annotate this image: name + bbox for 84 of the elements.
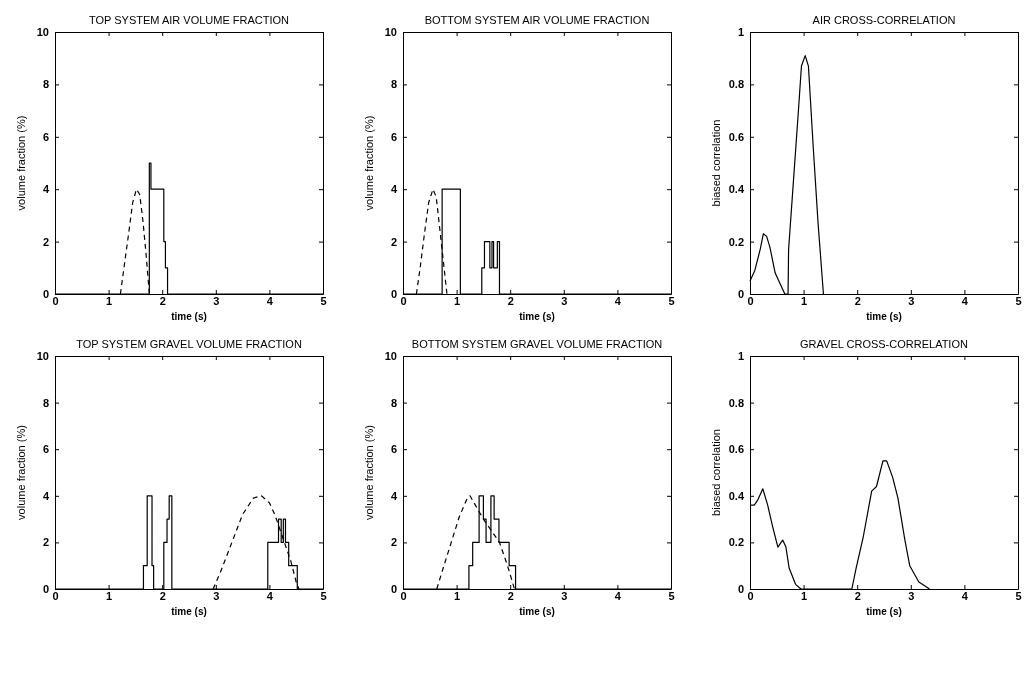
y-tick-label: 0.2 <box>728 235 744 248</box>
chart-title: TOP SYSTEM GRAVEL VOLUME FRACTION <box>76 338 302 350</box>
y-tick-label: 6 <box>42 130 49 143</box>
x-tick-label: 5 <box>320 294 327 307</box>
x-tick-label: 1 <box>801 294 808 307</box>
x-axis-title: time (s) <box>866 311 902 322</box>
x-axis-title: time (s) <box>519 606 555 617</box>
x-tick-label: 1 <box>454 294 461 307</box>
x-tick-label: 0 <box>52 294 59 307</box>
x-tick-label: 0 <box>747 294 754 307</box>
x-tick-label: 0 <box>400 294 407 307</box>
chart-title: BOTTOM SYSTEM GRAVEL VOLUME FRACTION <box>411 338 663 350</box>
y-tick-label: 0.2 <box>728 536 744 549</box>
y-tick-label: 10 <box>384 26 397 39</box>
y-tick-label: 8 <box>390 396 397 409</box>
x-tick-label: 4 <box>961 589 969 602</box>
y-tick-label: 1 <box>737 26 744 39</box>
y-tick-label: 10 <box>384 350 397 363</box>
y-axis-title: volume fraction (%) <box>15 425 27 520</box>
x-tick-label: 4 <box>266 294 274 307</box>
y-tick-label: 0.8 <box>728 78 744 91</box>
x-tick-label: 4 <box>961 294 969 307</box>
x-tick-label: 3 <box>908 294 915 307</box>
x-tick-label: 0 <box>747 589 754 602</box>
y-tick-label: 2 <box>390 235 397 248</box>
x-axis-title: time (s) <box>866 606 902 617</box>
y-tick-label: 0.4 <box>728 489 745 502</box>
y-axis-title: biased correlation <box>710 429 722 516</box>
y-tick-label: 6 <box>390 130 397 143</box>
x-tick-label: 0 <box>400 589 407 602</box>
y-tick-label: 4 <box>390 183 398 196</box>
x-tick-label: 1 <box>801 589 808 602</box>
y-axis-title: biased correlation <box>710 119 722 207</box>
x-tick-label: 2 <box>507 294 514 307</box>
y-tick-label: 10 <box>36 350 49 363</box>
y-tick-label: 6 <box>390 443 397 456</box>
x-tick-label: 1 <box>106 589 113 602</box>
chart-title: GRAVEL CROSS-CORRELATION <box>800 338 968 350</box>
x-tick-label: 0 <box>52 589 59 602</box>
x-tick-label: 2 <box>159 294 166 307</box>
x-tick-label: 3 <box>561 294 568 307</box>
y-tick-label: 2 <box>390 536 397 549</box>
y-tick-label: 8 <box>42 78 49 91</box>
x-axis-title: time (s) <box>171 606 207 617</box>
x-tick-label: 2 <box>507 589 514 602</box>
y-tick-label: 10 <box>36 26 49 39</box>
x-tick-label: 5 <box>1015 589 1022 602</box>
y-tick-label: 0.8 <box>728 396 744 409</box>
y-axis-title: volume fraction (%) <box>363 425 375 520</box>
x-tick-label: 4 <box>266 589 274 602</box>
x-tick-label: 1 <box>106 294 113 307</box>
x-tick-label: 2 <box>159 589 166 602</box>
y-tick-label: 0.4 <box>728 183 745 196</box>
chart-title: TOP SYSTEM AIR VOLUME FRACTION <box>88 14 290 26</box>
chart-title: AIR CROSS-CORRELATION <box>812 14 956 26</box>
x-tick-label: 2 <box>854 589 861 602</box>
y-tick-label: 1 <box>737 350 744 363</box>
y-tick-label: 4 <box>390 489 398 502</box>
y-axis-title: volume fraction (%) <box>363 115 375 211</box>
x-tick-label: 4 <box>614 589 622 602</box>
x-tick-label: 3 <box>908 589 915 602</box>
y-tick-label: 8 <box>390 78 397 91</box>
chart-title: BOTTOM SYSTEM AIR VOLUME FRACTION <box>424 14 650 26</box>
x-tick-label: 3 <box>213 294 220 307</box>
x-axis-title: time (s) <box>171 311 207 322</box>
y-tick-label: 2 <box>42 536 49 549</box>
y-tick-label: 2 <box>42 235 49 248</box>
y-tick-label: 4 <box>42 489 50 502</box>
x-tick-label: 5 <box>668 294 675 307</box>
y-tick-label: 6 <box>42 443 49 456</box>
y-axis-title: volume fraction (%) <box>15 115 27 211</box>
y-tick-label: 4 <box>42 183 50 196</box>
x-tick-label: 5 <box>1015 294 1022 307</box>
x-tick-label: 3 <box>561 589 568 602</box>
x-axis-title: time (s) <box>519 311 555 322</box>
y-tick-label: 0.6 <box>728 130 744 143</box>
y-tick-label: 0.6 <box>728 443 744 456</box>
x-tick-label: 3 <box>213 589 220 602</box>
x-tick-label: 4 <box>614 294 622 307</box>
x-tick-label: 2 <box>854 294 861 307</box>
x-tick-label: 1 <box>454 589 461 602</box>
x-tick-label: 5 <box>320 589 327 602</box>
x-tick-label: 5 <box>668 589 675 602</box>
y-tick-label: 8 <box>42 396 49 409</box>
